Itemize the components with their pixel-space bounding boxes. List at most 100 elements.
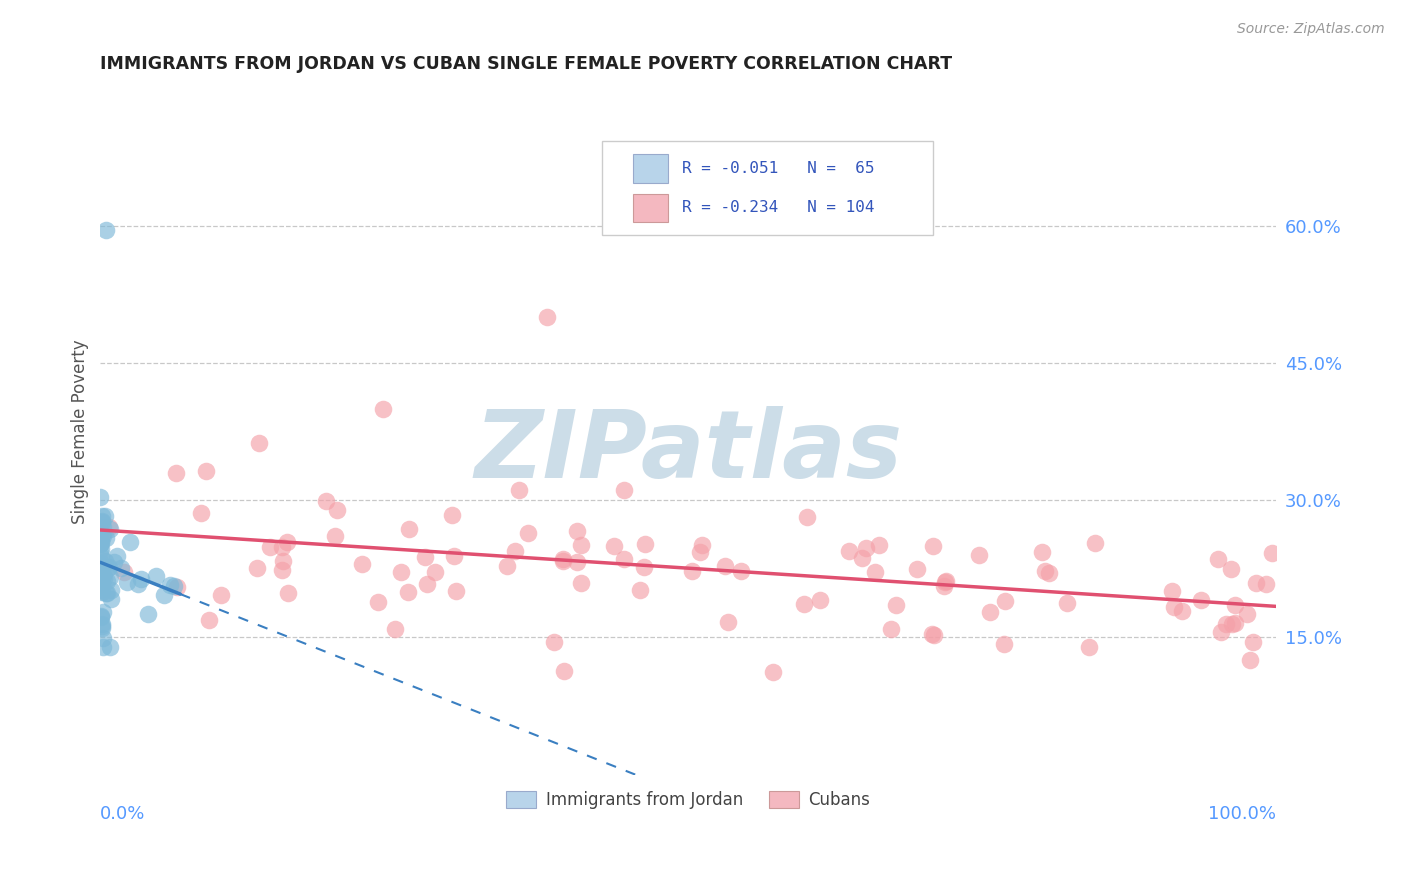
Point — [440, 508, 463, 522]
Point — [994, 594, 1017, 608]
Point — [145, 568, 167, 582]
Point — [496, 559, 519, 574]
Point — [1236, 607, 1258, 622]
Point — [613, 483, 636, 497]
Point — [384, 622, 406, 636]
Point — [91, 567, 114, 582]
Point — [90, 533, 112, 548]
Point — [367, 595, 389, 609]
Point — [796, 510, 818, 524]
Text: R = -0.234   N = 104: R = -0.234 N = 104 — [682, 201, 875, 216]
Y-axis label: Single Female Poverty: Single Female Poverty — [72, 339, 89, 524]
Point — [1163, 599, 1185, 614]
Bar — [633, 153, 668, 183]
Point — [271, 562, 294, 576]
Point — [194, 464, 217, 478]
Point — [1241, 635, 1264, 649]
Legend: Immigrants from Jordan, Cubans: Immigrants from Jordan, Cubans — [499, 784, 877, 815]
Point — [89, 532, 111, 546]
Point — [551, 554, 574, 568]
Point — [396, 585, 419, 599]
Point — [90, 608, 112, 623]
Point — [105, 549, 128, 564]
Point — [1223, 598, 1246, 612]
Point — [115, 574, 138, 589]
Point — [863, 565, 886, 579]
Point — [1056, 596, 1078, 610]
Point — [413, 550, 436, 565]
Point — [508, 483, 530, 498]
Point — [1160, 584, 1182, 599]
Point — [98, 570, 121, 584]
Point — [89, 532, 111, 546]
Point — [277, 586, 299, 600]
Point — [868, 537, 890, 551]
Point — [565, 555, 588, 569]
Point — [94, 509, 117, 524]
Text: R = -0.051   N =  65: R = -0.051 N = 65 — [682, 161, 875, 176]
Point — [166, 580, 188, 594]
Point — [103, 555, 125, 569]
Point — [89, 558, 111, 572]
Point — [91, 520, 114, 534]
Point — [389, 565, 412, 579]
Point — [934, 575, 956, 590]
Point — [1078, 640, 1101, 654]
Point — [569, 538, 592, 552]
Point — [89, 583, 111, 598]
Point — [90, 535, 112, 549]
Point — [922, 539, 945, 553]
Point — [98, 560, 121, 574]
Point — [91, 508, 114, 523]
Point — [569, 576, 592, 591]
Point — [90, 556, 112, 570]
FancyBboxPatch shape — [603, 142, 934, 235]
Point — [326, 503, 349, 517]
Point — [1256, 577, 1278, 591]
Text: 100.0%: 100.0% — [1208, 805, 1277, 823]
Point — [613, 552, 636, 566]
Point — [1033, 564, 1056, 578]
Point — [1206, 552, 1229, 566]
Point — [979, 605, 1001, 619]
Point — [89, 580, 111, 594]
Point — [1244, 576, 1267, 591]
Point — [90, 515, 112, 529]
Point — [93, 640, 115, 655]
Point — [96, 223, 118, 237]
Point — [271, 540, 294, 554]
Point — [536, 310, 558, 325]
Point — [112, 565, 135, 579]
Point — [91, 605, 114, 619]
Text: ZIPatlas: ZIPatlas — [474, 406, 903, 498]
Point — [967, 548, 990, 562]
Point — [90, 571, 112, 585]
Point — [446, 583, 468, 598]
Point — [603, 539, 626, 553]
Point — [315, 493, 337, 508]
Point — [1171, 604, 1194, 618]
Point — [96, 532, 118, 546]
Point — [1084, 536, 1107, 550]
Point — [633, 560, 655, 574]
Point — [551, 552, 574, 566]
Point — [91, 529, 114, 543]
Point — [209, 588, 232, 602]
Point — [247, 435, 270, 450]
Point — [808, 593, 831, 607]
Point — [94, 586, 117, 600]
Point — [89, 545, 111, 559]
Point — [90, 576, 112, 591]
Point — [276, 534, 298, 549]
Point — [118, 535, 141, 549]
Point — [762, 665, 785, 680]
Point — [1189, 593, 1212, 607]
Point — [159, 577, 181, 591]
Point — [97, 520, 120, 534]
Point — [935, 574, 957, 588]
Point — [922, 628, 945, 642]
Point — [838, 544, 860, 558]
Point — [634, 536, 657, 550]
Point — [90, 514, 112, 528]
Point — [932, 579, 955, 593]
